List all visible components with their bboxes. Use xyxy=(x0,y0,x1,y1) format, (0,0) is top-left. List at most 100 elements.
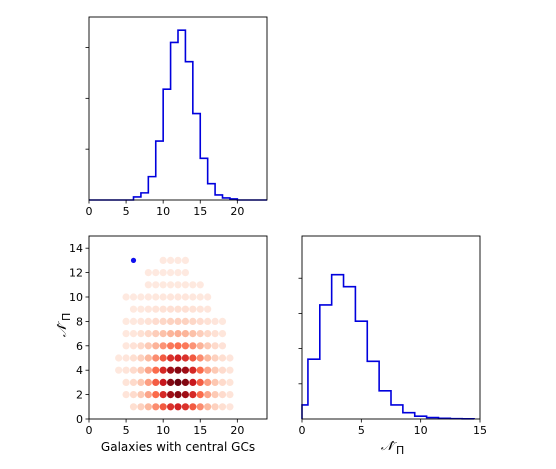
scatter-point xyxy=(174,317,182,325)
scatter-point xyxy=(137,403,145,411)
scatter-point xyxy=(129,342,138,350)
scatter-point xyxy=(159,342,167,350)
scatter-point xyxy=(226,354,234,362)
scatter-point xyxy=(189,403,197,411)
scatter-point xyxy=(144,366,152,374)
scatter-point xyxy=(196,342,204,350)
scatter-point xyxy=(159,293,167,301)
scatter-point xyxy=(211,366,219,374)
scatter-point xyxy=(166,317,175,325)
scatter-point xyxy=(196,366,204,374)
right-histogram-series-line xyxy=(301,273,475,420)
scatter-point xyxy=(218,391,227,399)
top-histogram-ticks: 0 5 10 15 20 xyxy=(85,47,244,218)
y-tick-label: 0 xyxy=(76,413,83,426)
scatter-point xyxy=(166,378,175,386)
y-tick-label: 12 xyxy=(69,267,83,280)
right-histogram-x-axis-label: 𝒩̂ Π xyxy=(381,439,405,457)
y-tick-label: 14 xyxy=(69,242,83,255)
scatter-point xyxy=(174,354,182,362)
scatter-point xyxy=(204,378,212,386)
scatter-point xyxy=(129,378,138,386)
scatter-point xyxy=(196,391,204,399)
scatter-point xyxy=(129,317,138,325)
scatter-point xyxy=(189,342,197,350)
scatter-point xyxy=(159,391,167,399)
scatter-point xyxy=(204,293,212,301)
scatter-point xyxy=(152,293,160,301)
scatter-point xyxy=(174,403,182,411)
scatter-point xyxy=(166,354,175,362)
x-tick-label: 20 xyxy=(230,424,244,437)
scatter-point xyxy=(152,378,160,386)
scatter-point xyxy=(159,317,167,325)
scatter-point xyxy=(122,330,130,338)
x-tick-label: 5 xyxy=(358,424,365,437)
scatter-panel: 0 5 10 15 20 0 2 4 6 8 10 12 14 Galaxies with centra… xyxy=(55,235,268,454)
scatter-point xyxy=(174,256,182,264)
scatter-point xyxy=(166,256,175,264)
scatter-point xyxy=(144,354,152,362)
scatter-point xyxy=(189,317,197,325)
scatter-point xyxy=(211,317,219,325)
scatter-point xyxy=(211,403,219,411)
scatter-point xyxy=(181,330,190,338)
scatter-point xyxy=(144,305,152,313)
scatter-point xyxy=(122,317,130,325)
scatter-point xyxy=(218,403,227,411)
scatter-point xyxy=(137,330,145,338)
scatter-point xyxy=(166,366,175,374)
scatter-point xyxy=(196,403,204,411)
scatter-point xyxy=(129,305,138,313)
scatter-point xyxy=(152,269,160,277)
scatter-point xyxy=(174,391,182,399)
scatter-point xyxy=(129,354,138,362)
scatter-point xyxy=(181,366,190,374)
scatter-point xyxy=(159,403,167,411)
scatter-point xyxy=(174,305,182,313)
scatter-point xyxy=(226,391,234,399)
right-histogram-frame xyxy=(301,235,481,420)
scatter-point xyxy=(196,330,204,338)
scatter-point xyxy=(218,354,227,362)
scatter-point xyxy=(152,317,160,325)
scatter-point xyxy=(174,293,182,301)
scatter-point xyxy=(218,317,227,325)
right-histogram-panel: 0 5 10 15 𝒩̂ Π xyxy=(298,235,487,457)
scatter-point xyxy=(204,354,212,362)
scatter-point xyxy=(115,366,123,374)
scatter-point xyxy=(204,366,212,374)
x-tick-label: 0 xyxy=(299,424,306,437)
scatter-point xyxy=(181,378,190,386)
scatter-point xyxy=(137,293,145,301)
scatter-point xyxy=(189,293,197,301)
scatter-point xyxy=(174,281,182,289)
x-tick-label: 5 xyxy=(123,205,130,218)
scatter-point xyxy=(174,366,182,374)
scatter-point xyxy=(159,269,167,277)
scatter-point xyxy=(211,330,219,338)
svg-text:Π: Π xyxy=(60,313,73,321)
x-tick-label: 20 xyxy=(230,205,244,218)
scatter-point xyxy=(122,391,130,399)
scatter-point xyxy=(122,366,130,374)
scatter-point xyxy=(144,391,152,399)
x-tick-label: 10 xyxy=(156,424,170,437)
scatter-point xyxy=(189,330,197,338)
scatter-point xyxy=(137,391,145,399)
scatter-point xyxy=(129,330,138,338)
scatter-plot-area xyxy=(115,256,234,411)
scatter-point xyxy=(174,342,182,350)
scatter-point xyxy=(152,305,160,313)
scatter-point xyxy=(152,354,160,362)
scatter-point xyxy=(166,305,175,313)
scatter-point xyxy=(144,293,152,301)
scatter-point xyxy=(196,281,204,289)
scatter-point xyxy=(152,391,160,399)
scatter-point xyxy=(211,391,219,399)
scatter-point xyxy=(196,378,204,386)
scatter-point xyxy=(189,281,197,289)
scatter-point xyxy=(137,354,145,362)
scatter-point xyxy=(144,269,152,277)
scatter-point xyxy=(159,366,167,374)
